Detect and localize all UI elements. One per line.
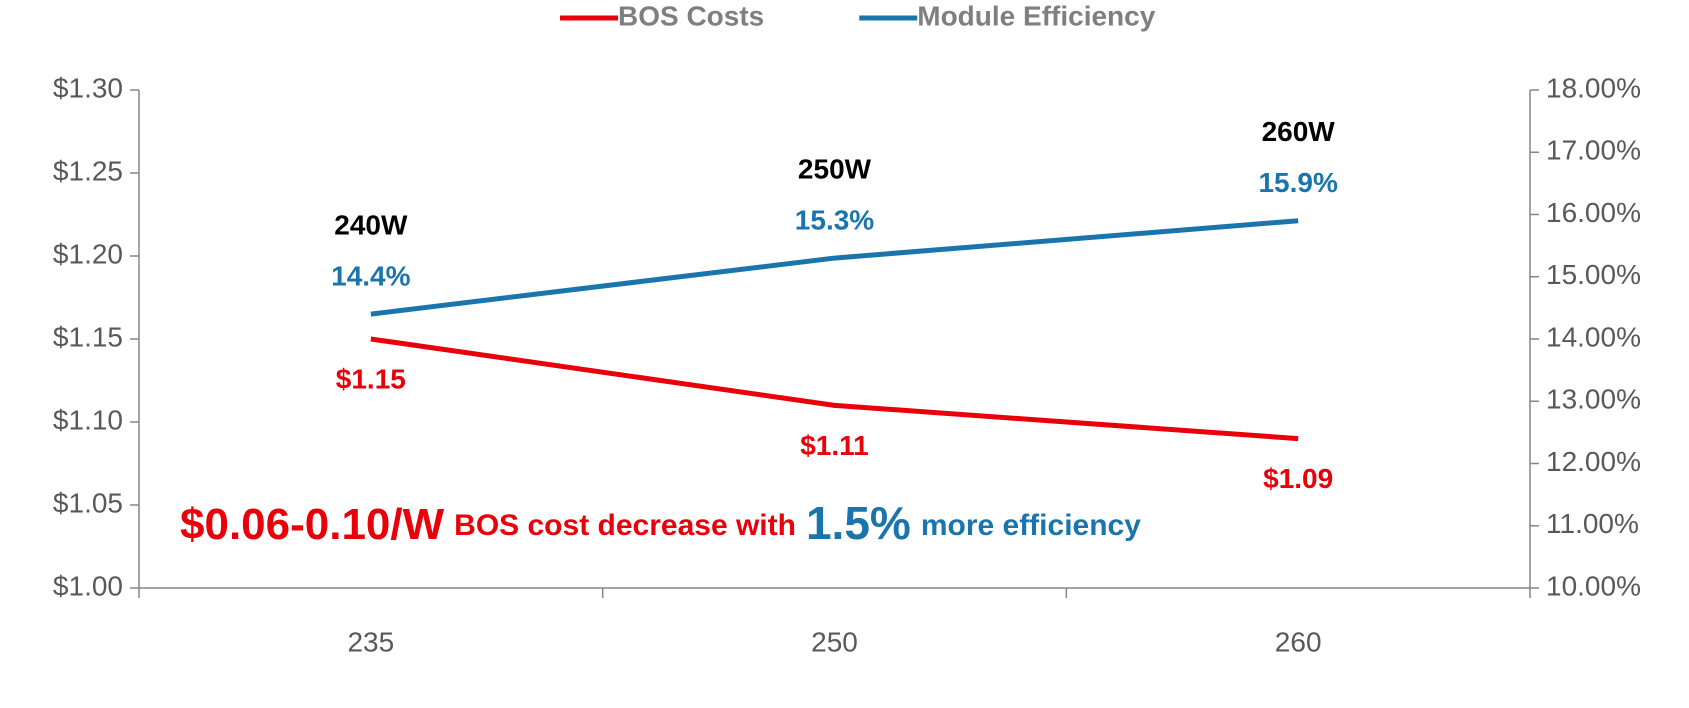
y-tick-label: $1.10: [53, 404, 123, 435]
legend-label: Module Efficiency: [917, 0, 1155, 31]
y2-tick-label: 10.00%: [1546, 570, 1641, 601]
data-label: $1.11: [800, 430, 869, 461]
annotation-part: more efficiency: [921, 509, 1141, 542]
y-tick-label: $1.30: [53, 72, 123, 103]
data-label: $1.15: [336, 363, 406, 394]
legend-label: BOS Costs: [618, 0, 764, 31]
y-tick-label: $1.15: [53, 321, 123, 352]
series-line: [370, 218, 1299, 317]
y2-tick-label: 18.00%: [1546, 72, 1641, 103]
y2-tick-label: 12.00%: [1546, 446, 1641, 477]
y2-tick-label: 13.00%: [1546, 384, 1641, 415]
y2-tick-label: 15.00%: [1546, 259, 1641, 290]
x-tick-label: 250: [811, 626, 858, 657]
series-line: [370, 336, 1299, 442]
y2-tick-label: 17.00%: [1546, 135, 1641, 166]
annotation-part: $0.06-0.10/W: [180, 500, 445, 549]
annotation-part: 1.5%: [806, 497, 911, 549]
data-label: 15.3%: [795, 204, 874, 235]
legend: BOS Costs Module Efficiency: [560, 0, 1156, 31]
x-tick-label: 260: [1275, 626, 1322, 657]
y-tick-label: $1.20: [53, 238, 123, 269]
y2-tick-label: 11.00%: [1546, 508, 1639, 539]
y-tick-label: $1.25: [53, 155, 123, 186]
data-label: $1.09: [1263, 463, 1333, 494]
data-label: 15.9%: [1258, 167, 1337, 198]
y2-tick-label: 14.00%: [1546, 321, 1641, 352]
point-label: 240W: [334, 209, 408, 240]
annotation: $0.06-0.10/W BOS cost decrease with 1.5% mo…: [180, 497, 1141, 549]
annotation-part: BOS cost decrease with: [454, 509, 796, 542]
point-label: 260W: [1262, 116, 1336, 147]
data-label: 14.4%: [331, 260, 410, 291]
y-tick-label: $1.00: [53, 570, 123, 601]
y-tick-label: $1.05: [53, 487, 123, 518]
x-tick-label: 235: [347, 626, 394, 657]
point-label: 250W: [798, 153, 872, 184]
y2-tick-label: 16.00%: [1546, 197, 1641, 228]
